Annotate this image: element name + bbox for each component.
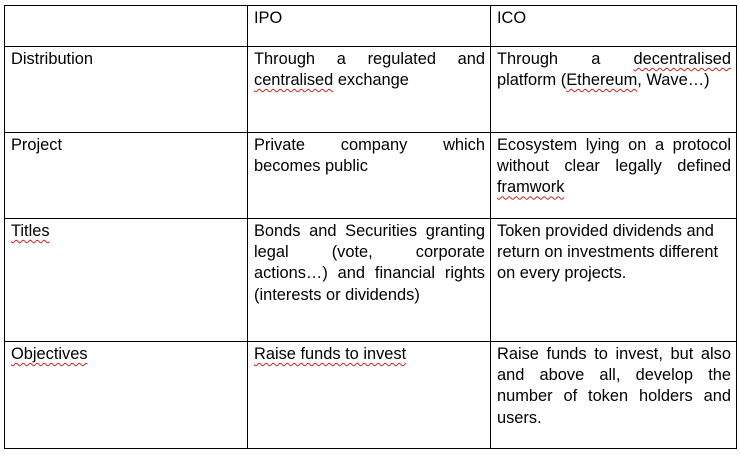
cell-objectives-ico: Raise funds to invest, but also and abov… [490,341,737,449]
header-cell-ico: ICO [490,5,737,47]
row-label-titles: Titles [4,218,248,342]
table-row-objectives: Objectives Raise funds to invest Raise f… [4,341,737,449]
cell-objectives-ipo: Raise funds to invest [247,341,491,449]
comparison-table: IPO ICO Distribution Through a regulated… [4,5,737,449]
row-label-objectives: Objectives [4,341,248,449]
spellcheck-word: centralised [254,71,334,90]
cell-project-ico: Ecosystem lying on a protocol without cl… [490,132,737,219]
text-segment: Through a [497,50,634,68]
table-row-titles: Titles Bonds and Securities granting leg… [4,218,737,342]
text-segment: Ecosystem lying on a protocol without cl… [497,136,731,176]
text-segment: exchange [333,71,409,90]
table-header-row: IPO ICO [4,5,737,47]
cell-project-ipo: Private company which becomes public [247,132,491,219]
spellcheck-word: Raise funds to invest [254,345,407,363]
cell-titles-ico: Token provided dividends and return on i… [490,218,737,342]
table-row-project: Project Private company which becomes pu… [4,132,737,219]
text-segment: Through a regulated and [254,50,485,68]
spellcheck-word: Titles [11,222,50,240]
table-row-distribution: Distribution Through a regulated and cen… [4,46,737,133]
spellcheck-word: Ethereum [566,71,638,90]
spellcheck-word: Objectives [11,345,88,363]
text-segment: platform ( [497,71,567,90]
cell-titles-ipo: Bonds and Securities granting legal (vot… [247,218,491,342]
cell-distribution-ico: Through a decentralised platform (Ethere… [490,46,737,133]
cell-distribution-ipo: Through a regulated and centralised exch… [247,46,491,133]
row-label-distribution: Distribution [4,46,248,133]
text-segment: , Wave…) [637,71,710,90]
spellcheck-word: decentralised [633,50,732,68]
spellcheck-word: framwork [497,178,565,197]
header-cell-blank [4,5,248,47]
header-cell-ipo: IPO [247,5,491,47]
row-label-project: Project [4,132,248,219]
